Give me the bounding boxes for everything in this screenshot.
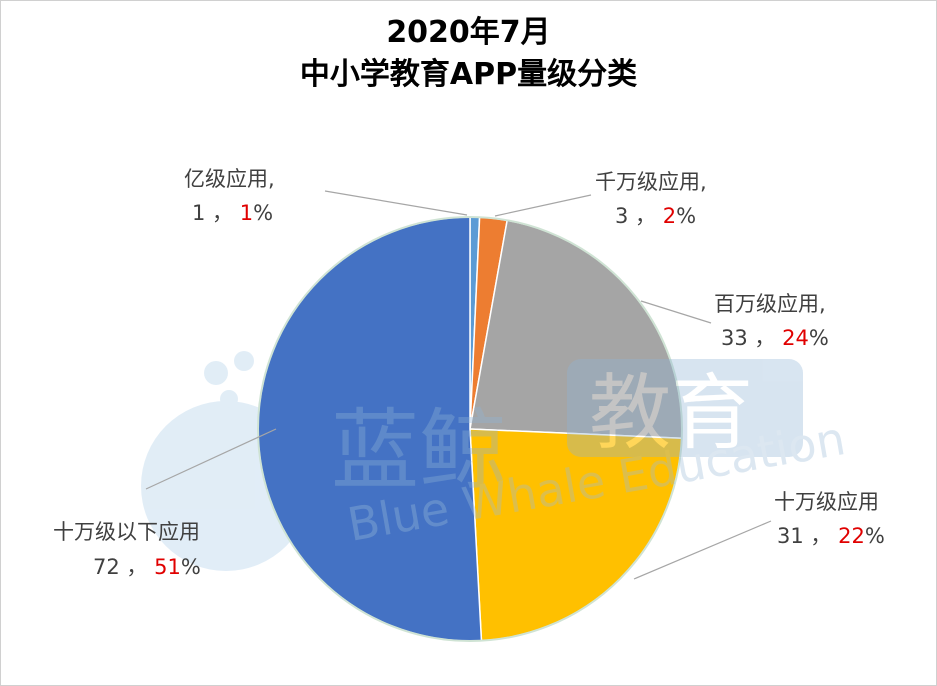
- data-label-name-3: 十万级应用: [774, 490, 879, 514]
- leader-line-2: [640, 300, 712, 324]
- chart-title-line1: 2020年7月: [386, 15, 551, 50]
- leader-line-1: [494, 194, 592, 217]
- data-label-value-4: 72 ， 51%: [93, 555, 201, 579]
- data-label-name-0: 亿级应用,: [184, 167, 275, 191]
- leader-line-3: [633, 520, 772, 580]
- pie-slices: [257, 216, 683, 642]
- data-labels: 亿级应用, 1 ， 1% 千万级应用, 3 ， 2% 百万级应用, 33 ， 2…: [53, 167, 885, 579]
- data-label-value-1: 3 ， 2%: [615, 204, 696, 228]
- data-label-value-2: 33 ， 24%: [721, 326, 829, 350]
- leader-line-4: [145, 428, 277, 490]
- data-label-name-2: 百万级应用,: [714, 292, 826, 316]
- data-label-name-1: 千万级应用,: [595, 170, 707, 194]
- chart-title-line2: 中小学教育APP量级分类: [299, 57, 638, 92]
- watermark-badge: [567, 359, 803, 457]
- data-label-value-3: 31 ， 22%: [777, 524, 885, 548]
- data-label-value-0: 1 ， 1%: [192, 201, 273, 225]
- leader-line-0: [324, 190, 468, 216]
- leader-lines: [145, 190, 772, 580]
- watermark-badge-text: 教育: [589, 366, 753, 461]
- watermark-cn-text: 蓝鲸: [331, 399, 507, 502]
- pie-outline: [257, 216, 683, 642]
- data-label-name-4: 十万级以下应用: [53, 520, 200, 544]
